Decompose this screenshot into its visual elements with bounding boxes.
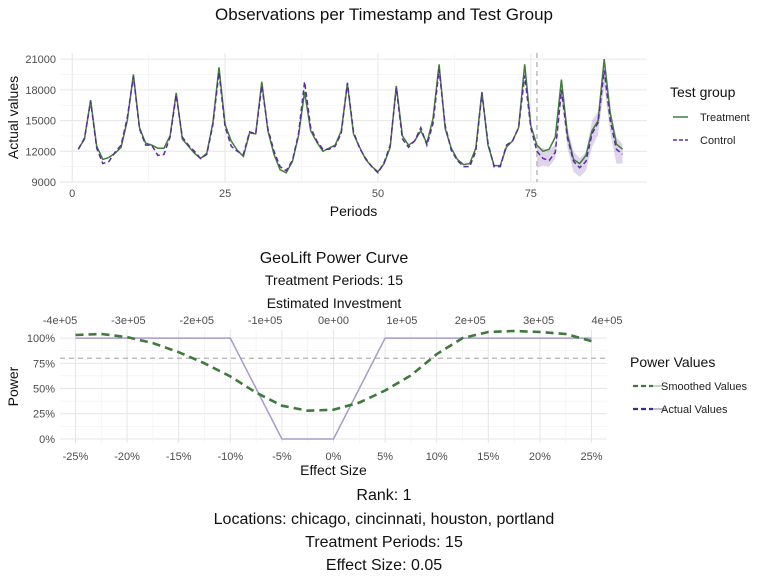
chart2-legend-label: Smoothed Values (661, 381, 748, 393)
chart2-top-tick-label: -1e+05 (248, 315, 283, 327)
chart2-top-tick-label: -4e+05 (43, 315, 78, 327)
chart1-ytick-label: 18000 (25, 85, 56, 97)
chart2-xtick-label: -15% (166, 451, 192, 463)
chart2-xtick-label: 5% (377, 451, 393, 463)
chart2-top-tick-label: -2e+05 (179, 315, 214, 327)
chart2-series-smoothed (75, 329, 592, 413)
chart2-ytick-label: 25% (33, 409, 55, 421)
chart2-legend-title: Power Values (630, 354, 715, 370)
chart2-top-tick-label: 0e+00 (318, 315, 349, 327)
chart1-ytick-label: 15000 (25, 116, 56, 128)
caption-rank: Rank: 1 (356, 487, 412, 504)
chart2-subtitle: Treatment Periods: 15 (265, 272, 403, 288)
chart1-xtick-label: 0 (69, 188, 75, 200)
chart1-ytick-label: 21000 (25, 54, 56, 66)
chart1-xtick-label: 75 (525, 188, 537, 200)
chart2-xtick-label: 20% (529, 451, 551, 463)
chart2-top-tick-label: 1e+05 (386, 315, 417, 327)
chart2-xtick-label: 25% (581, 451, 603, 463)
chart1-xtick-label: 50 (372, 188, 384, 200)
chart1-xtick-label: 25 (219, 188, 231, 200)
chart1-legend-label: Control (700, 135, 735, 147)
chart2-title: GeoLift Power Curve (260, 250, 409, 267)
chart2-top-tick-label: 2e+05 (455, 315, 486, 327)
chart2-top-tick-label: -3e+05 (111, 315, 146, 327)
chart2-ytick-label: 75% (33, 358, 55, 370)
chart2-top-axis-title: Estimated Investment (267, 295, 402, 311)
chart2-top-tick-label: 3e+05 (523, 315, 554, 327)
chart1-series-control (77, 69, 623, 175)
chart1-y-axis-label: Actual values (5, 76, 21, 159)
chart1-x-axis-label: Periods (330, 203, 377, 219)
chart2-xtick-label: -10% (217, 451, 243, 463)
chart2-xtick-label: 0% (326, 451, 342, 463)
chart2-ytick-label: 100% (27, 333, 55, 345)
chart1-ytick-label: 12000 (25, 146, 56, 158)
chart1-legend-label: Treatment (700, 112, 750, 124)
chart1-ytick-label: 9000 (32, 177, 56, 189)
chart2-xtick-label: -5% (272, 451, 292, 463)
chart1-legend-title: Test group (670, 84, 736, 100)
chart2-top-tick-label: 4e+05 (592, 315, 623, 327)
chart1-title: Observations per Timestamp and Test Grou… (215, 5, 553, 24)
chart2-xtick-label: -25% (63, 451, 89, 463)
caption-treatment-periods: Treatment Periods: 15 (305, 534, 463, 551)
chart2-ytick-label: 50% (33, 384, 55, 396)
chart2-y-axis-label: Power (5, 366, 21, 406)
chart2-xtick-label: 10% (426, 451, 448, 463)
chart2-xtick-label: 15% (477, 451, 499, 463)
caption-effect-size: Effect Size: 0.05 (325, 557, 443, 574)
chart2-x-axis-label: Effect Size (300, 462, 367, 478)
chart2-series-actual (75, 337, 592, 440)
chart2-ytick-label: 0% (39, 434, 55, 446)
caption-locations: Locations: chicago, cincinnati, houston,… (213, 511, 555, 528)
chart2-xtick-label: -20% (114, 451, 140, 463)
chart2-legend-label: Actual Values (661, 404, 728, 416)
